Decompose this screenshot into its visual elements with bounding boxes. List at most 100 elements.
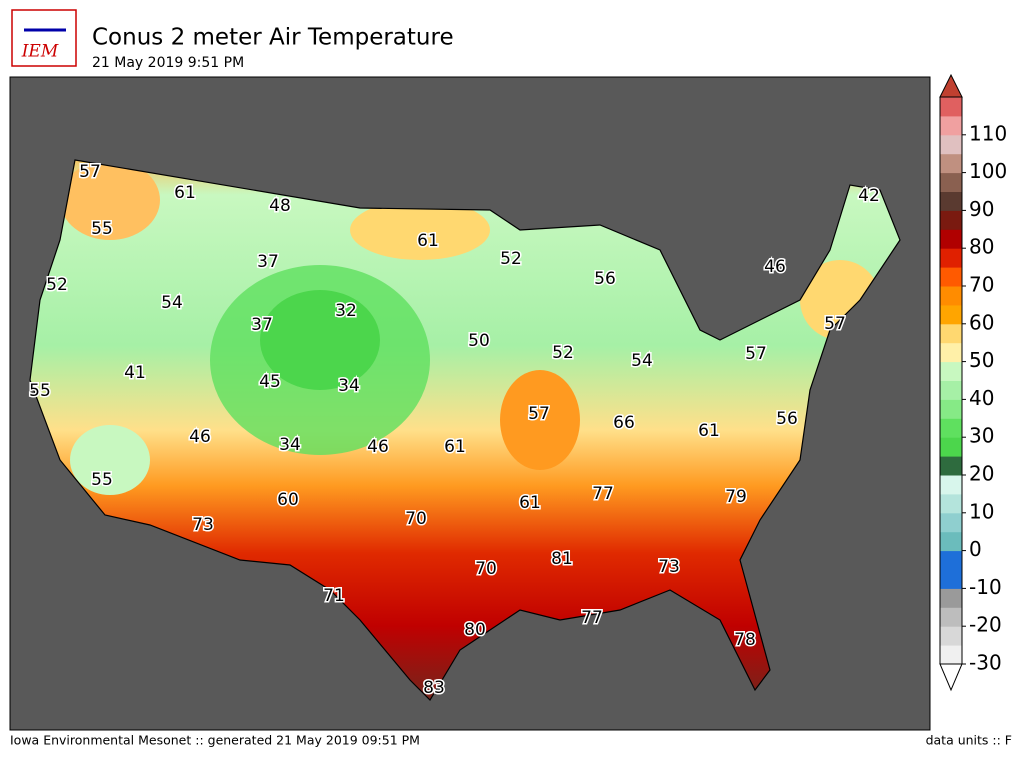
colorbar-bin <box>940 437 962 457</box>
colorbar-bin <box>940 512 962 533</box>
colorbar-bin <box>940 342 962 363</box>
contour-label: 37 <box>251 315 273 335</box>
subtitle: 21 May 2019 9:51 PM <box>92 55 244 71</box>
contour-label: 77 <box>581 608 603 628</box>
contour-label: 52 <box>500 249 522 269</box>
colorbar-tick-label: 60 <box>969 310 994 334</box>
colorbar-bin <box>940 493 962 514</box>
contour-label: 57 <box>528 404 550 424</box>
colorbar-bin <box>940 607 962 627</box>
colorbar-tick-label: 50 <box>969 348 994 372</box>
colorbar-bin <box>940 304 962 325</box>
contour-label: 83 <box>423 678 445 698</box>
colorbar-tick-label: -20 <box>969 613 1002 637</box>
contour-label: 46 <box>189 427 211 447</box>
colorbar: -30 -20 -10 0 10 20 30 40 50 60 70 80 90 100 110 <box>939 73 1007 692</box>
colorbar-bin <box>940 191 962 211</box>
contour-label: 48 <box>269 196 291 216</box>
colorbar-bin <box>940 210 962 230</box>
contour-label: 73 <box>658 557 680 577</box>
contour-label: 56 <box>594 269 616 289</box>
contour-label: 45 <box>259 372 281 392</box>
contour-label: 46 <box>367 437 389 457</box>
contour-label: 79 <box>725 487 747 507</box>
contour-label: 55 <box>91 470 113 490</box>
colorbar-outline <box>939 96 963 665</box>
colorbar-arrow-top <box>939 73 963 98</box>
colorbar-bin <box>940 626 962 646</box>
conus-outline <box>29 159 901 701</box>
contour-label: 78 <box>734 630 756 650</box>
contour-label: 57 <box>745 344 767 364</box>
colorbar-tick-label: 90 <box>969 197 994 221</box>
colorbar-bin <box>940 475 962 495</box>
colorbar-bin <box>940 97 962 117</box>
contour-label: 70 <box>405 509 427 529</box>
colorbar-bin <box>940 550 962 570</box>
colorbar-bin <box>940 588 962 608</box>
contour-label: 57 <box>79 162 101 182</box>
contour-label: 52 <box>552 343 574 363</box>
colorbar-bin <box>940 134 962 155</box>
contour-label: 54 <box>631 351 653 371</box>
contour-label: 57 <box>824 314 846 334</box>
contour-label: 55 <box>29 381 51 401</box>
colorbar-tick-label: 110 <box>969 121 1007 145</box>
colorbar-bin <box>940 418 962 438</box>
contour-label: 60 <box>277 490 299 510</box>
contour-label: 61 <box>698 421 720 441</box>
colorbar-tick-label: 30 <box>969 424 994 448</box>
contour-label: 32 <box>335 301 357 321</box>
colorbar-bin <box>940 172 962 192</box>
contour-label: 46 <box>764 257 786 277</box>
contour-labels: 57 61 48 61 52 56 42 46 55 52 54 37 37 32 50 52 54 57 57 41… <box>28 161 882 700</box>
colorbar-bin <box>940 229 962 249</box>
contour-label: 54 <box>161 293 183 313</box>
footer-left: Iowa Environmental Mesonet :: generated … <box>10 733 420 748</box>
colorbar-bin <box>940 323 962 344</box>
contour-label: 61 <box>417 231 439 251</box>
colorbar-bin <box>940 361 962 381</box>
colorbar-tick-label: 70 <box>969 273 994 297</box>
contour-label: 55 <box>91 219 113 239</box>
contour-label: 70 <box>475 559 497 579</box>
contour-label: 77 <box>592 484 614 504</box>
colorbar-bin <box>940 645 962 665</box>
contour-label: 66 <box>613 413 635 433</box>
colorbar-bin <box>940 531 962 552</box>
contour-label: 56 <box>776 409 798 429</box>
contour-label: 34 <box>338 376 360 396</box>
contour-label: 41 <box>124 363 146 383</box>
contour-label: 52 <box>46 275 68 295</box>
colorbar-tick-label: 40 <box>969 386 994 410</box>
logo: IEM <box>11 9 77 67</box>
colorbar-bin <box>940 399 962 419</box>
colorbar-bin <box>940 153 962 174</box>
colorbar-tick-label: -10 <box>969 575 1002 599</box>
contour-label: 61 <box>174 183 196 203</box>
colorbar-bin <box>940 248 962 268</box>
colorbar-tick-label: 100 <box>969 159 1007 183</box>
colorbar-bin <box>940 569 962 589</box>
contour-label: 81 <box>551 549 573 569</box>
logo-text: IEM <box>21 42 59 62</box>
colorbar-tick-label: 0 <box>969 537 982 561</box>
colorbar-tick-label: -30 <box>969 651 1002 675</box>
colorbar-bin <box>940 286 962 306</box>
colorbar-tick-label: 20 <box>969 462 994 486</box>
colorbar-bin <box>940 115 962 136</box>
contour-label: 42 <box>858 186 880 206</box>
colorbar-arrow-bottom <box>939 663 963 692</box>
title: Conus 2 meter Air Temperature <box>92 25 454 51</box>
footer-right: data units :: F <box>926 733 1012 748</box>
colorbar-bin <box>940 267 962 287</box>
colorbar-tick-label: 80 <box>969 235 994 259</box>
colorbar-bin <box>940 456 962 476</box>
contour-label: 61 <box>444 437 466 457</box>
contour-label: 80 <box>464 620 486 640</box>
contour-label: 37 <box>257 252 279 272</box>
colorbar-bin <box>940 380 962 400</box>
contour-label: 34 <box>279 435 301 455</box>
